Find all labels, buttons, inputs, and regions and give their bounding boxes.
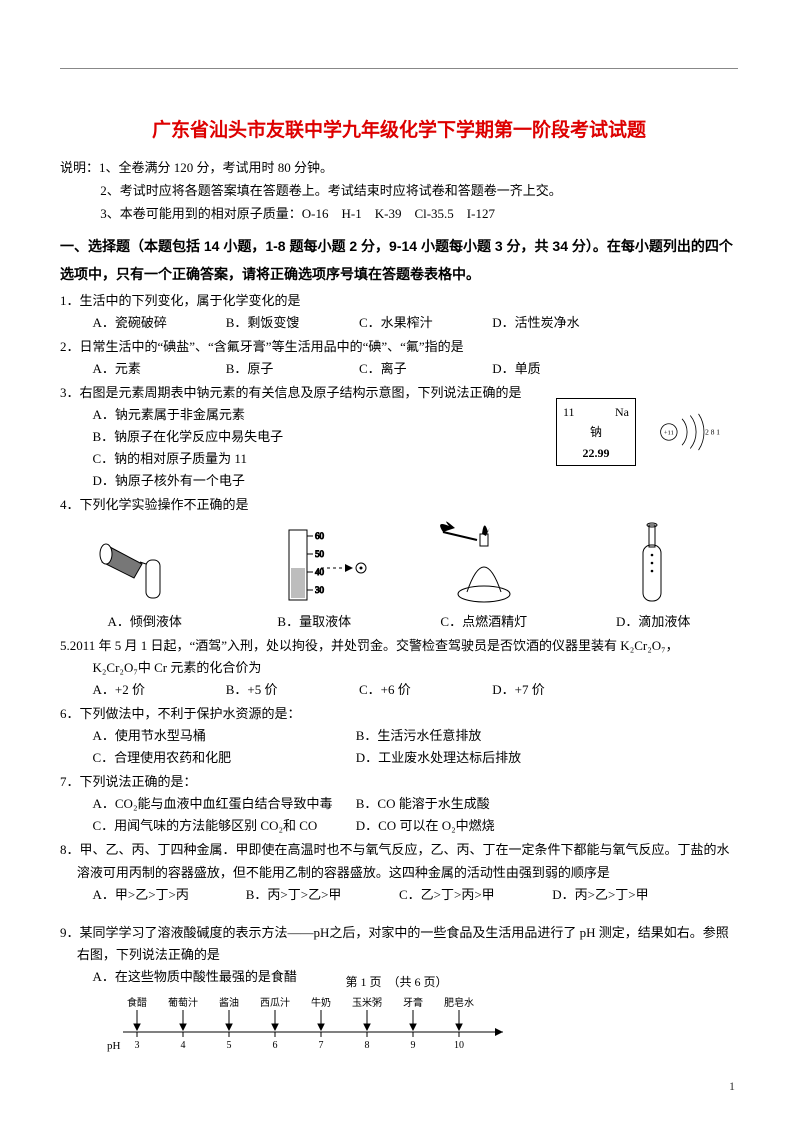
instructions-line-3: 3、本卷可能用到的相对原子质量：O-16 H-1 K-39 Cl-35.5 I-…: [60, 203, 738, 225]
page-number: 1: [729, 1076, 735, 1096]
q2-opt-d: D．单质: [492, 358, 622, 380]
instructions-line-2: 2、考试时应将各题答案填在答题卷上。考试结束时应将试卷和答题卷一齐上交。: [60, 180, 738, 202]
section-1-head: 一、选择题（本题包括 14 小题，1-8 题每小题 2 分，9-14 小题每小题…: [60, 232, 738, 288]
svg-text:肥皂水: 肥皂水: [444, 996, 474, 1009]
q3-figure: 11 Na 钠 22.99 +11 2 8 1: [556, 398, 720, 466]
q4-fig-b: 60 50 40 30: [239, 523, 389, 609]
q1-opt-b: B．剩饭变馊: [226, 312, 356, 334]
q6-opt-b: B．生活污水任意排放: [356, 725, 616, 747]
q4-fig-a: [70, 523, 220, 609]
svg-text:西瓜汁: 西瓜汁: [260, 996, 290, 1009]
q8-opt-b: B．丙>丁>乙>甲: [246, 884, 396, 906]
svg-text:9: 9: [410, 1040, 415, 1051]
svg-text:8: 8: [364, 1040, 369, 1051]
svg-text:牙膏: 牙膏: [403, 996, 423, 1009]
q1-opt-d: D．活性炭净水: [492, 312, 622, 334]
q4-opt-d: D．滴加液体: [578, 611, 728, 633]
question-3: 3．右图是元素周期表中钠元素的有关信息及原子结构示意图，下列说法正确的是 11 …: [60, 382, 738, 492]
q5-opt-b: B．+5 价: [226, 679, 356, 701]
q2-opt-b: B．原子: [226, 358, 356, 380]
svg-text:牛奶: 牛奶: [311, 996, 331, 1009]
q8-opt-a: A．甲>乙>丁>丙: [93, 884, 243, 906]
q4-opt-a: A．倾倒液体: [70, 611, 220, 633]
element-mass: 22.99: [583, 443, 610, 463]
q4-opt-c: C．点燃酒精灯: [409, 611, 559, 633]
svg-text:50: 50: [315, 549, 325, 559]
question-6: 6．下列做法中，不利于保护水资源的是： A．使用节水型马桶 B．生活污水任意排放…: [60, 703, 738, 769]
exam-title: 广东省汕头市友联中学九年级化学下学期第一阶段考试试题: [60, 115, 738, 147]
q1-opt-a: A．瓷碗破碎: [93, 312, 223, 334]
atom-structure-icon: +11 2 8 1: [654, 404, 720, 460]
svg-text:5: 5: [226, 1040, 231, 1051]
element-tile: 11 Na 钠 22.99: [556, 398, 636, 466]
header-rule: [60, 68, 738, 69]
q2-opt-c: C．离子: [359, 358, 489, 380]
atom-nucleus: +11: [664, 430, 674, 437]
svg-text:葡萄汁: 葡萄汁: [168, 996, 198, 1009]
atom-shells: 2 8 1: [705, 428, 720, 437]
q2-opt-a: A．元素: [93, 358, 223, 380]
element-name: 钠: [590, 422, 602, 442]
q4-figures: 60 50 40 30: [60, 523, 738, 609]
ph-axis-label: pH: [107, 1040, 121, 1052]
q6-stem: 6．下列做法中，不利于保护水资源的是：: [60, 703, 738, 725]
svg-text:酱油: 酱油: [219, 996, 239, 1009]
q7-opt-d: D．CO 可以在 O₂中燃烧: [356, 815, 616, 837]
footer-hint: 第 1 页 （共 6 页）: [345, 972, 447, 992]
q8-opt-d: D．丙>乙>丁>甲: [552, 884, 702, 906]
q7-opt-c: C．用闻气味的方法能够区别 CO₂和 CO: [93, 815, 353, 837]
element-symbol: Na: [615, 402, 629, 422]
q4-fig-d: [578, 523, 728, 609]
svg-text:食醋: 食醋: [127, 996, 147, 1009]
q6-opt-a: A．使用节水型马桶: [93, 725, 353, 747]
instructions: 说明：1、全卷满分 120 分，考试用时 80 分钟。 2、考试时应将各题答案填…: [60, 157, 738, 225]
element-number: 11: [563, 402, 575, 422]
q7-opt-b: B．CO 能溶于水生成酸: [356, 793, 616, 815]
q9-ph-chart: 食醋 葡萄汁 酱油 西瓜汁 牛奶 玉米粥 牙膏 肥皂水 3 4 5 6 7 8 9 10 pH: [93, 994, 739, 1059]
svg-text:3: 3: [134, 1040, 139, 1051]
q1-opt-c: C．水果榨汁: [359, 312, 489, 334]
svg-text:4: 4: [180, 1040, 185, 1051]
question-4: 4．下列化学实验操作不正确的是 60 50 40 30: [60, 494, 738, 632]
q8-opt-c: C．乙>丁>丙>甲: [399, 884, 549, 906]
q7-stem: 7．下列说法正确的是：: [60, 771, 738, 793]
q3-opt-d: D．钠原子核外有一个电子: [60, 470, 738, 492]
instructions-prefix: 说明：: [60, 160, 99, 175]
q6-opt-c: C．合理使用农药和化肥: [93, 747, 353, 769]
q4-stem: 4．下列化学实验操作不正确的是: [60, 494, 738, 516]
q5-stem: 5.2011 年 5 月 1 日起，“酒驾”入刑，处以拘役，并处罚金。交警检查驾…: [60, 635, 738, 657]
q9-stem: 9．某同学学习了溶液酸碱度的表示方法——pH之后，对家中的一些食品及生活用品进行…: [60, 922, 738, 966]
svg-text:60: 60: [315, 531, 325, 541]
question-2: 2．日常生活中的“碘盐”、“含氟牙膏”等生活用品中的“碘”、“氟”指的是 A．元…: [60, 336, 738, 380]
q5-sub: K₂Cr₂O₇中 Cr 元素的化合价为: [60, 657, 738, 679]
q4-fig-c: [409, 523, 559, 609]
question-5: 5.2011 年 5 月 1 日起，“酒驾”入刑，处以拘役，并处罚金。交警检查驾…: [60, 635, 738, 701]
q1-stem: 1．生活中的下列变化，属于化学变化的是: [60, 290, 738, 312]
q5-opt-a: A．+2 价: [93, 679, 223, 701]
question-8: 8．甲、乙、丙、丁四种金属．甲即使在高温时也不与氧气反应，乙、丙、丁在一定条件下…: [60, 839, 738, 905]
q6-opt-d: D．工业废水处理达标后排放: [356, 747, 616, 769]
svg-text:6: 6: [272, 1040, 277, 1051]
q4-opt-b: B．量取液体: [239, 611, 389, 633]
instructions-line-1: 1、全卷满分 120 分，考试用时 80 分钟。: [99, 160, 333, 175]
question-1: 1．生活中的下列变化，属于化学变化的是 A．瓷碗破碎 B．剩饭变馊 C．水果榨汁…: [60, 290, 738, 334]
q5-opt-c: C．+6 价: [359, 679, 489, 701]
question-7: 7．下列说法正确的是： A．CO₂能与血液中血红蛋白结合导致中毒 B．CO 能溶…: [60, 771, 738, 837]
q7-opt-a: A．CO₂能与血液中血红蛋白结合导致中毒: [93, 793, 353, 815]
svg-text:玉米粥: 玉米粥: [352, 996, 382, 1009]
svg-text:30: 30: [315, 585, 325, 595]
q5-opt-d: D．+7 价: [492, 679, 622, 701]
q8-stem: 8．甲、乙、丙、丁四种金属．甲即使在高温时也不与氧气反应，乙、丙、丁在一定条件下…: [60, 839, 738, 883]
svg-text:10: 10: [454, 1040, 464, 1051]
q2-stem: 2．日常生活中的“碘盐”、“含氟牙膏”等生活用品中的“碘”、“氟”指的是: [60, 336, 738, 358]
svg-text:7: 7: [318, 1040, 323, 1051]
